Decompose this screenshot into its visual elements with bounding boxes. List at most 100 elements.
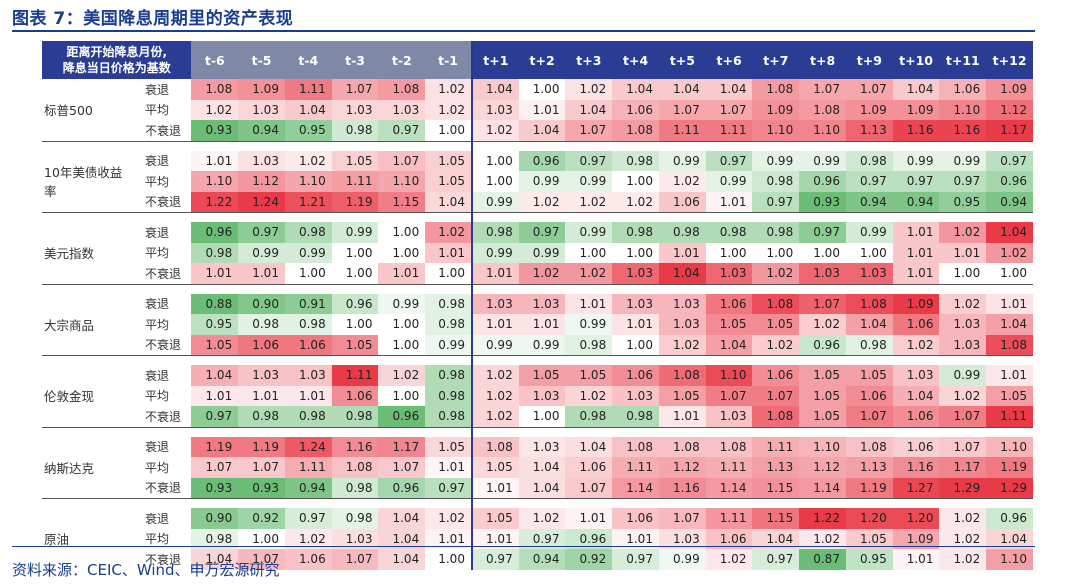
header-col-tplus10: t+10 [892, 41, 940, 79]
value-cell: 0.96 [986, 508, 1033, 529]
scenario-label: 衰退 [144, 368, 169, 383]
value-cell: 1.10 [284, 171, 332, 192]
value-cell: 1.04 [565, 436, 613, 457]
value-cell: 1.07 [752, 385, 800, 406]
value-cell: 1.05 [986, 385, 1033, 406]
value-cell: 0.96 [191, 222, 239, 243]
value-cell: 0.93 [238, 477, 285, 499]
scenario-label: 平均 [144, 317, 169, 332]
value-cell: 1.05 [425, 436, 473, 457]
value-cell: 0.99 [238, 242, 285, 263]
value-cell: 1.03 [331, 99, 379, 120]
table-body: 标普500 衰退 1.08 1.09 1.11 1.07 1.08 1.02 1.04 1.00 1… [42, 79, 1033, 570]
value-cell: 1.06 [892, 406, 940, 427]
header-col-tplus9: t+9 [845, 41, 893, 79]
header-col-tminus3: t-3 [331, 41, 379, 79]
scenario-label: 不衰退 [144, 552, 181, 567]
value-cell: 1.16 [892, 457, 940, 478]
value-cell: 1.05 [425, 150, 473, 171]
value-cell: 1.03 [471, 99, 519, 120]
scenario-label: 衰退 [144, 154, 169, 169]
value-cell: 1.04 [378, 508, 426, 529]
value-cell: 0.99 [518, 171, 566, 192]
value-cell: 0.98 [612, 406, 659, 427]
scenario-label: 平均 [144, 460, 169, 475]
value-cell: 1.06 [658, 191, 706, 213]
value-cell: 1.06 [284, 334, 332, 356]
value-cell: 0.99 [705, 171, 753, 192]
scenario-label: 平均 [144, 103, 169, 118]
value-cell: 1.08 [378, 79, 426, 100]
value-cell: 1.02 [705, 549, 753, 570]
value-cell: 1.02 [752, 334, 800, 356]
table-row: 平均 1.10 1.12 1.10 1.11 1.10 1.05 1.00 0.99 0.99 1.… [42, 171, 1033, 192]
value-cell: 1.00 [471, 171, 519, 192]
value-cell: 0.98 [752, 222, 800, 243]
value-cell: 1.02 [565, 79, 613, 100]
value-cell: 1.14 [799, 477, 846, 499]
table-row: 纳斯达克 衰退 1.19 1.19 1.24 1.16 1.17 1.05 1.08 1.03 1.… [42, 436, 1033, 476]
value-cell: 1.07 [331, 79, 379, 100]
scenario-label: 衰退 [144, 511, 169, 526]
value-cell: 1.02 [939, 549, 987, 570]
value-cell: 1.04 [518, 477, 566, 499]
header-col-tminus6: t-6 [191, 41, 239, 79]
value-cell: 0.98 [238, 314, 285, 335]
group-spacer [42, 283, 1033, 294]
value-cell: 1.02 [284, 150, 332, 171]
header-col-tminus5: t-5 [238, 41, 285, 79]
value-cell: 1.07 [565, 120, 613, 141]
scenario-label: 平均 [144, 532, 169, 547]
value-cell: 0.90 [238, 293, 285, 314]
value-cell: 1.08 [986, 334, 1033, 356]
value-cell: 0.98 [845, 334, 893, 356]
value-cell: 1.02 [799, 314, 846, 335]
value-cell: 1.09 [892, 99, 940, 120]
value-cell: 1.05 [658, 385, 706, 406]
table-row: 不衰退 1.01 1.01 1.00 1.00 1.01 1.00 1.01 1.02 1.02 1… [42, 263, 1033, 284]
value-cell: 1.11 [331, 365, 379, 386]
value-cell: 1.01 [612, 528, 659, 549]
value-cell: 1.07 [939, 436, 987, 457]
header-col-tplus2: t+2 [518, 41, 566, 79]
header-col-tplus8: t+8 [799, 41, 846, 79]
scenario-label: 衰退 [144, 440, 169, 455]
value-cell: 1.01 [471, 263, 519, 284]
value-cell: 1.04 [658, 79, 706, 100]
value-cell: 0.98 [331, 120, 379, 141]
value-cell: 0.99 [892, 150, 940, 171]
value-cell: 1.01 [471, 528, 519, 549]
value-cell: 1.15 [378, 191, 426, 213]
value-cell: 0.97 [518, 222, 566, 243]
value-cell: 0.98 [284, 222, 332, 243]
value-cell: 0.97 [939, 171, 987, 192]
value-cell: 1.11 [612, 457, 659, 478]
value-cell: 1.07 [565, 477, 613, 499]
value-cell: 1.00 [284, 263, 332, 284]
value-cell: 1.05 [331, 150, 379, 171]
value-cell: 0.91 [284, 293, 332, 314]
table-row: 平均 1.07 1.07 1.11 1.08 1.07 1.01 1.05 1.04 1.06 1.… [42, 457, 1033, 478]
value-cell: 1.00 [612, 171, 659, 192]
value-cell: 1.10 [799, 120, 846, 141]
value-cell: 1.06 [612, 365, 659, 386]
value-cell: 1.06 [705, 293, 753, 314]
value-cell: 0.95 [284, 120, 332, 141]
value-cell: 1.04 [658, 263, 706, 284]
value-cell: 0.98 [471, 222, 519, 243]
value-cell: 1.01 [191, 263, 239, 284]
value-cell: 1.01 [284, 385, 332, 406]
value-cell: 0.98 [612, 150, 659, 171]
value-cell: 1.06 [939, 79, 987, 100]
value-cell: 0.98 [565, 334, 613, 356]
value-cell: 1.03 [238, 365, 285, 386]
value-cell: 1.10 [705, 365, 753, 386]
bottom-divider [12, 546, 1035, 547]
value-cell: 1.10 [986, 436, 1033, 457]
value-cell: 0.92 [238, 508, 285, 529]
value-cell: 0.98 [284, 406, 332, 427]
value-cell: 1.16 [331, 436, 379, 457]
value-cell: 1.04 [705, 334, 753, 356]
value-cell: 0.98 [845, 150, 893, 171]
value-cell: 1.09 [892, 293, 940, 314]
